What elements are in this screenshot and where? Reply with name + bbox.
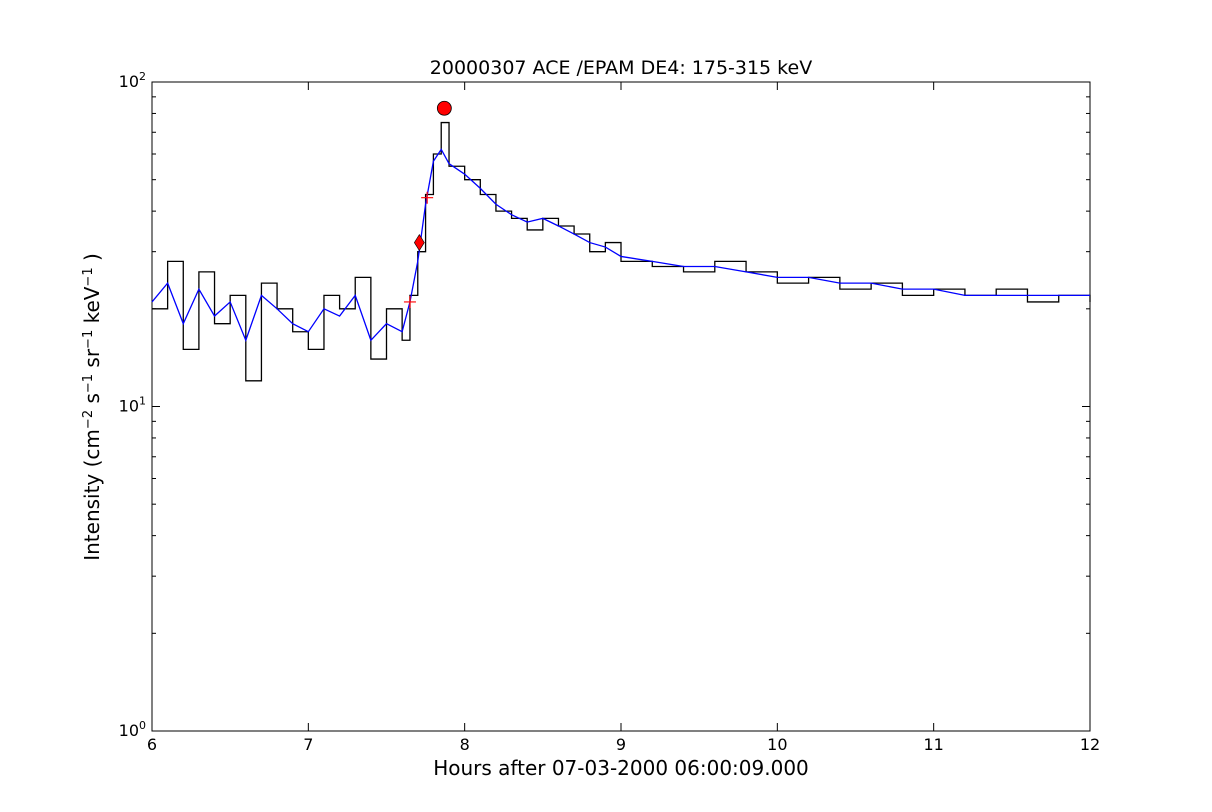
- x-tick-label-4: 10: [767, 735, 787, 754]
- y-tick-label-1: 101: [119, 395, 146, 416]
- x-tick-label-6: 12: [1080, 735, 1100, 754]
- y-axis-label-mid2: sr: [80, 348, 104, 374]
- series-line-0: [152, 121, 1091, 382]
- y-axis-label: Intensity (cm−2 s−1 sr−1 keV−1 ): [80, 253, 104, 561]
- y-axis-label-sup2: −1: [81, 374, 96, 393]
- axis-ticks: [151, 81, 1091, 732]
- y-axis-label-sup3: −1: [81, 330, 96, 349]
- x-tick-label-2: 8: [460, 735, 470, 754]
- marker-diamond-2: [413, 234, 425, 252]
- x-axis-label: Hours after 07-03-2000 06:00:09.000: [433, 756, 809, 780]
- y-axis-label-prefix: Intensity (cm: [80, 429, 104, 561]
- y-axis-label-sup4: −1: [81, 267, 96, 286]
- y-axis-label-mid3: keV: [80, 286, 104, 330]
- y-tick-label-2: 102: [119, 70, 146, 91]
- series-line-1: [151, 148, 1090, 343]
- plot-frame: [151, 81, 1091, 732]
- y-tick-label-0: 100: [119, 719, 146, 740]
- marker-circle-3: [436, 100, 452, 116]
- y-tick-labels: 100 101 102: [119, 70, 146, 740]
- y-axis-label-mid1: s: [80, 393, 104, 410]
- series-layer: [151, 121, 1091, 382]
- x-tick-label-3: 9: [616, 735, 626, 754]
- x-tick-labels: 6 7 8 9 10 11 12: [147, 735, 1100, 754]
- y-axis-label-sup1: −2: [81, 410, 96, 429]
- x-tick-label-5: 11: [923, 735, 943, 754]
- y-axis-label-suffix: ): [80, 253, 104, 267]
- marker-layer: [403, 100, 452, 308]
- marker-cross-0: [403, 295, 416, 308]
- chart-title: 20000307 ACE /EPAM DE4: 175-315 keV: [430, 57, 812, 79]
- marker-cross-1: [421, 191, 434, 204]
- x-tick-label-0: 6: [147, 735, 157, 754]
- x-tick-label-1: 7: [303, 735, 313, 754]
